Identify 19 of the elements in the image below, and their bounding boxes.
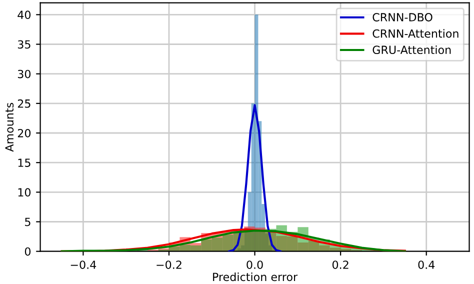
legend-label: CRNN-Attention bbox=[372, 29, 458, 38]
y-tick-label: 5 bbox=[25, 218, 30, 226]
x-tick-label: 0.0 bbox=[246, 260, 263, 269]
legend-label: CRNN-DBO bbox=[372, 13, 432, 22]
y-axis-title: Amounts bbox=[5, 102, 14, 152]
y-tick-label: 30 bbox=[18, 70, 31, 78]
y-tick-label: 15 bbox=[18, 158, 30, 167]
legend-label: GRU-Attention bbox=[372, 45, 451, 54]
y-tick-label: 35 bbox=[18, 40, 30, 49]
y-tick-label: 10 bbox=[18, 188, 31, 197]
x-tick-label: 0.4 bbox=[418, 260, 435, 269]
y-tick-label: 25 bbox=[18, 99, 30, 108]
x-tick-label: −0.2 bbox=[156, 260, 182, 269]
y-tick-label: 40 bbox=[18, 10, 31, 20]
y-tick-label: 0 bbox=[24, 247, 31, 256]
x-tick-label: 0.2 bbox=[332, 260, 348, 269]
x-tick-label: −0.4 bbox=[70, 260, 96, 269]
y-tick-label: 20 bbox=[18, 128, 31, 138]
x-axis-title: Prediction error bbox=[213, 272, 298, 282]
